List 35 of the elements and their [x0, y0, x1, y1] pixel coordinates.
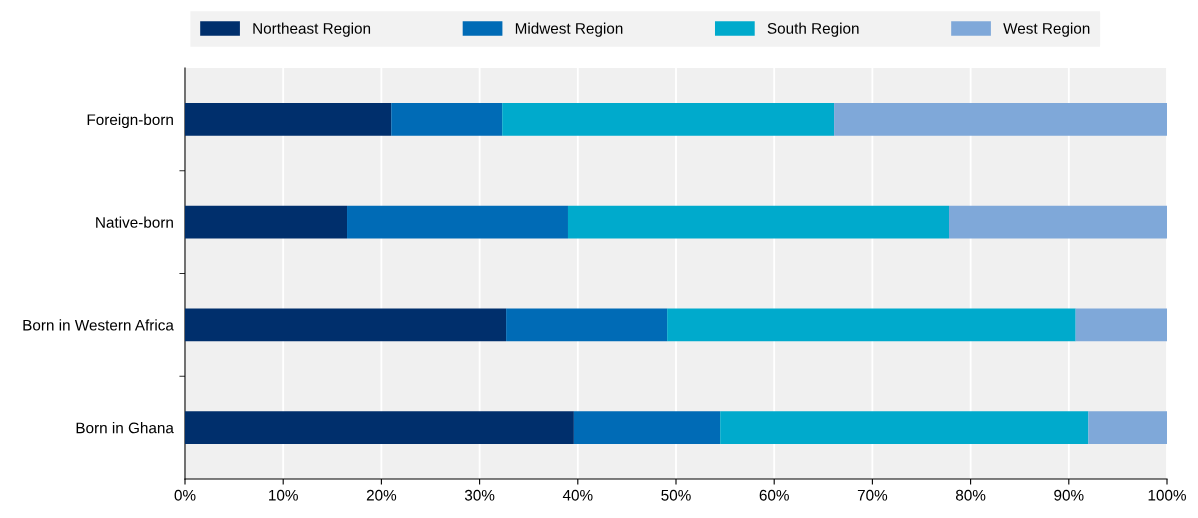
bar	[185, 308, 507, 342]
x-tick-label: 50%	[661, 489, 691, 501]
bar	[1088, 411, 1167, 445]
bar	[949, 205, 1167, 239]
bar	[506, 308, 668, 342]
y-tick-label: Born in Ghana	[76, 422, 174, 434]
bar	[1075, 308, 1167, 342]
bar	[720, 411, 1089, 445]
x-tick-label: 80%	[955, 489, 986, 501]
bar	[502, 102, 835, 136]
x-tick-label: 60%	[759, 489, 789, 501]
y-tick-label: Foreign-born	[87, 113, 173, 129]
legend-label: West Region	[1003, 22, 1090, 37]
x-tick-label: 10%	[269, 489, 298, 501]
bar	[185, 102, 392, 136]
x-tick-label: 90%	[1054, 489, 1084, 501]
bar	[185, 411, 574, 445]
legend-label: Northeast Region	[253, 22, 371, 37]
x-tick-label: 70%	[857, 489, 888, 501]
x-tick-label: 0%	[174, 489, 196, 501]
x-tick-label: 30%	[464, 489, 495, 501]
bar	[567, 205, 949, 239]
x-tick-label: 20%	[366, 489, 397, 501]
x-tick-label: 100%	[1148, 489, 1186, 501]
bar	[347, 205, 568, 239]
bar	[573, 411, 721, 445]
bar	[185, 205, 348, 239]
bar	[834, 102, 1167, 136]
legend-label: Midwest Region	[515, 22, 623, 37]
x-tick-label: 40%	[562, 489, 593, 501]
y-tick-label: Born in Western Africa	[23, 319, 174, 331]
bar	[391, 102, 503, 136]
y-tick-label: Native-born	[96, 216, 173, 228]
bar	[667, 308, 1076, 342]
legend-label: South Region	[767, 22, 859, 37]
